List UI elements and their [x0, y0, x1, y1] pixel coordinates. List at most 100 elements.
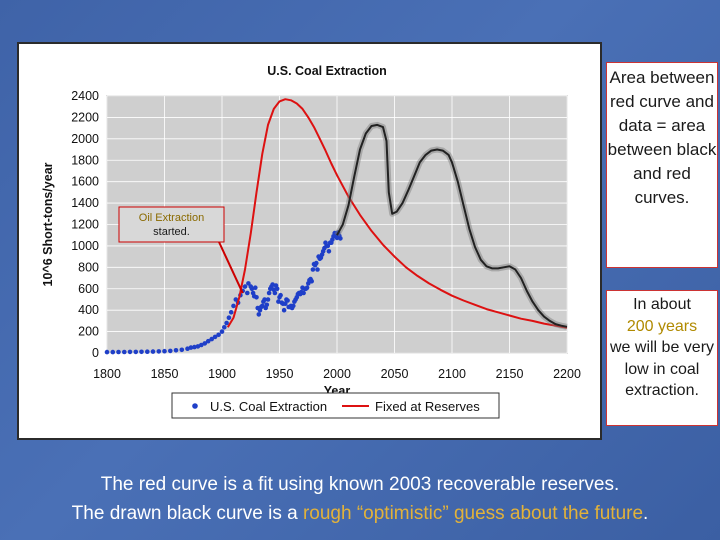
coal-data-point	[199, 342, 204, 348]
caption-line-2-post: .	[643, 503, 649, 524]
coal-data-point	[254, 295, 259, 300]
x-tick-label: 2050	[381, 367, 409, 381]
coal-data-point	[122, 349, 127, 355]
coal-data-point	[309, 279, 315, 284]
x-tick-label: 2200	[553, 367, 581, 381]
coal-data-point	[314, 260, 319, 266]
y-tick-label: 600	[78, 282, 99, 296]
coal-data-point	[262, 297, 267, 302]
coal-data-point	[188, 345, 194, 350]
reserves-fit-line	[226, 98, 568, 329]
coal-data-point	[150, 349, 156, 354]
coal-data-point	[224, 320, 229, 326]
caption-line-2-pre: The drawn black curve is a	[71, 503, 298, 524]
coal-data-point	[162, 348, 167, 354]
annotation-arrow	[218, 241, 244, 294]
coal-data-point	[179, 347, 185, 353]
coal-data-point	[110, 349, 116, 355]
coal-data-point	[274, 286, 280, 292]
years-note-pre: In about	[633, 296, 691, 313]
legend-label-points: U.S. Coal Extraction	[210, 399, 327, 414]
coal-data-point	[219, 329, 225, 334]
coal-data-point	[231, 303, 236, 309]
coal-data-point	[216, 332, 221, 338]
coal-data-point	[133, 349, 139, 355]
legend-marker-points	[192, 403, 198, 409]
y-tick-label: 2000	[71, 132, 99, 146]
coal-data-point	[304, 285, 310, 290]
guess-curve-line	[336, 123, 568, 328]
y-tick-label: 1400	[71, 196, 99, 210]
coal-data-point	[228, 310, 234, 315]
coal-data-point	[253, 285, 258, 290]
coal-data-point	[272, 290, 278, 296]
area-note-box: Area between red curve and data = area b…	[606, 62, 718, 268]
coal-data-point	[145, 349, 150, 355]
y-tick-label: 400	[78, 303, 99, 317]
caption-line-2: The drawn black curve is a rough “optimi…	[0, 503, 720, 525]
y-tick-label: 2200	[71, 110, 99, 124]
coal-data-point	[338, 236, 343, 241]
coal-data-point	[156, 349, 162, 354]
coal-data-point	[256, 312, 262, 317]
years-note-highlight: 200 years	[626, 317, 698, 335]
coal-data-point	[285, 298, 290, 303]
coal-data-point	[326, 249, 332, 254]
coal-data-point	[233, 297, 239, 302]
coal-data-point	[325, 243, 331, 249]
x-tick-label: 2000	[323, 367, 351, 381]
annotation-label-line-1: Oil Extraction	[139, 212, 204, 224]
coal-data-point	[205, 338, 211, 344]
coal-data-point	[278, 292, 283, 298]
years-note-post: we will be very low in coal extraction.	[609, 339, 715, 399]
coal-data-point	[245, 290, 250, 296]
chart-svg: 0 200 400 600 800 1000 1200 1400 1600 1800 2000 220…	[41, 64, 581, 419]
y-tick-label: 800	[78, 260, 99, 274]
coal-data-point	[283, 301, 288, 307]
x-tick-label: 1800	[93, 367, 121, 381]
years-note-box: In about 200 years we will be very low i…	[606, 290, 718, 426]
y-axis-label: 10^6 Short-tons/year	[41, 162, 55, 286]
chart-title: U.S. Coal Extraction	[267, 64, 386, 78]
y-tick-label: 1600	[71, 175, 99, 189]
y-tick-label: 1000	[71, 239, 99, 253]
legend-label-line: Fixed at Reserves	[375, 399, 480, 414]
coal-data-point	[266, 290, 272, 296]
caption-line-1: The red curve is a fit using known 2003 …	[100, 474, 620, 495]
legend-box	[171, 392, 500, 419]
caption-line-2-highlight: rough “optimistic” guess about the futur…	[302, 503, 644, 524]
coal-data-point	[260, 303, 265, 309]
coal-data-point	[202, 341, 208, 346]
coal-data-point	[264, 302, 270, 308]
coal-data-point	[209, 336, 214, 342]
coal-data-point	[265, 297, 271, 302]
coal-data-point	[116, 349, 121, 355]
y-tick-label: 1800	[71, 153, 99, 167]
y-tick-label: 1200	[71, 218, 99, 232]
x-tick-label: 1950	[266, 367, 294, 381]
coal-data-point	[168, 348, 173, 354]
annotation-box	[118, 206, 225, 243]
coal-data-point	[212, 334, 218, 340]
coal-data-point	[281, 307, 287, 313]
coal-data-point	[173, 348, 179, 353]
coal-data-point	[127, 349, 133, 355]
annotation-label-line-2: started.	[153, 226, 190, 238]
x-tick-label: 2150	[496, 367, 524, 381]
coal-data-point	[226, 315, 232, 321]
y-tick-label: 200	[78, 325, 99, 339]
coal-extraction-chart: 0 200 400 600 800 1000 1200 1400 1600 1800 2000 220…	[17, 42, 602, 440]
x-tick-label: 1900	[208, 367, 236, 381]
coal-data-point	[246, 281, 251, 286]
coal-data-point	[139, 349, 144, 355]
x-tick-label: 1850	[151, 367, 179, 381]
coal-data-point	[301, 290, 306, 296]
y-tick-label: 0	[92, 346, 99, 360]
coal-data-point	[192, 344, 197, 350]
coal-data-point	[222, 325, 227, 330]
coal-data-point	[104, 349, 110, 355]
coal-data-point	[315, 267, 320, 272]
y-tick-label: 2400	[71, 89, 99, 103]
coal-data-point	[242, 284, 248, 289]
x-tick-label: 2100	[438, 367, 466, 381]
